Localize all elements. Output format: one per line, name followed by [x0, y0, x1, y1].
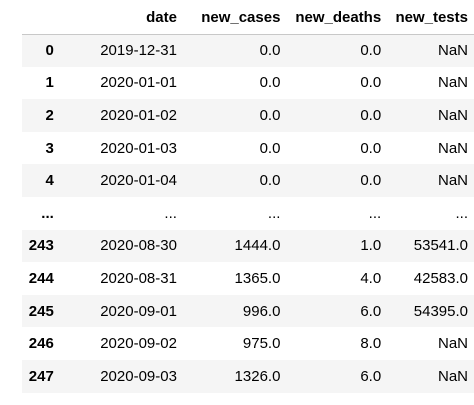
- cell-new-tests: NaN: [437, 139, 468, 157]
- cell-date: ...: [164, 204, 177, 222]
- cell-new-tests: 53541.0: [413, 237, 468, 255]
- column-header-new-tests: new_tests: [387, 2, 474, 35]
- cell-new-tests: NaN: [437, 172, 468, 190]
- table-row: 2 2020-01-02 0.0 0.0 NaN: [22, 99, 474, 132]
- row-index: 0: [45, 42, 54, 60]
- cell-date: 2020-01-01: [100, 74, 177, 92]
- column-header-new-deaths: new_deaths: [286, 2, 388, 35]
- table-row: 3 2020-01-03 0.0 0.0 NaN: [22, 131, 474, 165]
- cell-new-tests: NaN: [437, 42, 468, 60]
- cell-new-cases: 0.0: [259, 42, 281, 60]
- cell-new-deaths: 0.0: [360, 139, 382, 157]
- table-row: 244 2020-08-31 1365.0 4.0 42583.0: [22, 262, 474, 295]
- cell-date: 2020-08-30: [100, 237, 177, 255]
- cell-date: 2020-01-04: [100, 172, 177, 190]
- cell-new-cases: 0.0: [259, 139, 281, 157]
- row-index: 247: [28, 367, 54, 385]
- cell-date: 2020-09-02: [100, 335, 177, 353]
- cell-date: 2020-01-02: [100, 106, 177, 124]
- dataframe-table: date new_cases new_deaths new_tests 0 20…: [22, 2, 474, 393]
- cell-new-cases: 1365.0: [234, 269, 281, 287]
- row-index: ...: [41, 204, 54, 222]
- row-index: 243: [28, 237, 54, 255]
- cell-new-cases: 0.0: [259, 106, 281, 124]
- cell-new-deaths: 0.0: [360, 172, 382, 190]
- table-row: 247 2020-09-03 1326.0 6.0 NaN: [22, 359, 474, 393]
- index-header: [22, 2, 68, 35]
- column-header-date: date: [67, 2, 183, 35]
- table-row: 0 2019-12-31 0.0 0.0 NaN: [22, 34, 474, 67]
- cell-new-cases: ...: [267, 204, 281, 222]
- column-header-new-cases: new_cases: [182, 2, 287, 35]
- cell-new-cases: 0.0: [259, 74, 281, 92]
- cell-new-tests: NaN: [437, 106, 468, 124]
- cell-new-tests: 42583.0: [413, 269, 468, 287]
- cell-new-tests: NaN: [437, 74, 468, 92]
- cell-new-deaths: 6.0: [360, 367, 382, 385]
- row-index: 4: [45, 172, 54, 190]
- cell-new-cases: 1326.0: [234, 367, 281, 385]
- cell-new-cases: 996.0: [242, 302, 281, 320]
- cell-new-deaths: 0.0: [360, 42, 382, 60]
- cell-new-deaths: 8.0: [360, 335, 382, 353]
- row-index: 244: [28, 269, 54, 287]
- cell-new-cases: 0.0: [259, 172, 281, 190]
- cell-new-cases: 1444.0: [234, 237, 281, 255]
- cell-new-tests: NaN: [437, 335, 468, 353]
- cell-date: 2019-12-31: [100, 42, 177, 60]
- cell-new-cases: 975.0: [242, 335, 281, 353]
- cell-new-deaths: 0.0: [360, 106, 382, 124]
- row-index: 3: [45, 139, 54, 157]
- cell-new-deaths: 6.0: [360, 302, 382, 320]
- cell-date: 2020-08-31: [100, 269, 177, 287]
- row-index: 1: [45, 74, 54, 92]
- cell-date: 2020-09-01: [100, 302, 177, 320]
- table-row: 243 2020-08-30 1444.0 1.0 53541.0: [22, 229, 474, 263]
- table-row: 4 2020-01-04 0.0 0.0 NaN: [22, 164, 474, 197]
- table-row: 246 2020-09-02 975.0 8.0 NaN: [22, 327, 474, 360]
- table-row: 245 2020-09-01 996.0 6.0 54395.0: [22, 294, 474, 328]
- row-index: 245: [28, 302, 54, 320]
- row-index: 246: [28, 335, 54, 353]
- cell-new-deaths: 0.0: [360, 74, 382, 92]
- cell-new-deaths: 4.0: [360, 269, 382, 287]
- cell-date: 2020-09-03: [100, 367, 177, 385]
- ellipsis-row: ... ... ... ... ...: [22, 196, 474, 230]
- table-row: 1 2020-01-01 0.0 0.0 NaN: [22, 66, 474, 100]
- cell-new-tests: 54395.0: [413, 302, 468, 320]
- header-row: date new_cases new_deaths new_tests: [22, 2, 474, 35]
- cell-new-tests: NaN: [437, 367, 468, 385]
- cell-new-tests: ...: [455, 204, 468, 222]
- cell-date: 2020-01-03: [100, 139, 177, 157]
- row-index: 2: [45, 106, 54, 124]
- cell-new-deaths: 1.0: [360, 237, 382, 255]
- cell-new-deaths: ...: [368, 204, 382, 222]
